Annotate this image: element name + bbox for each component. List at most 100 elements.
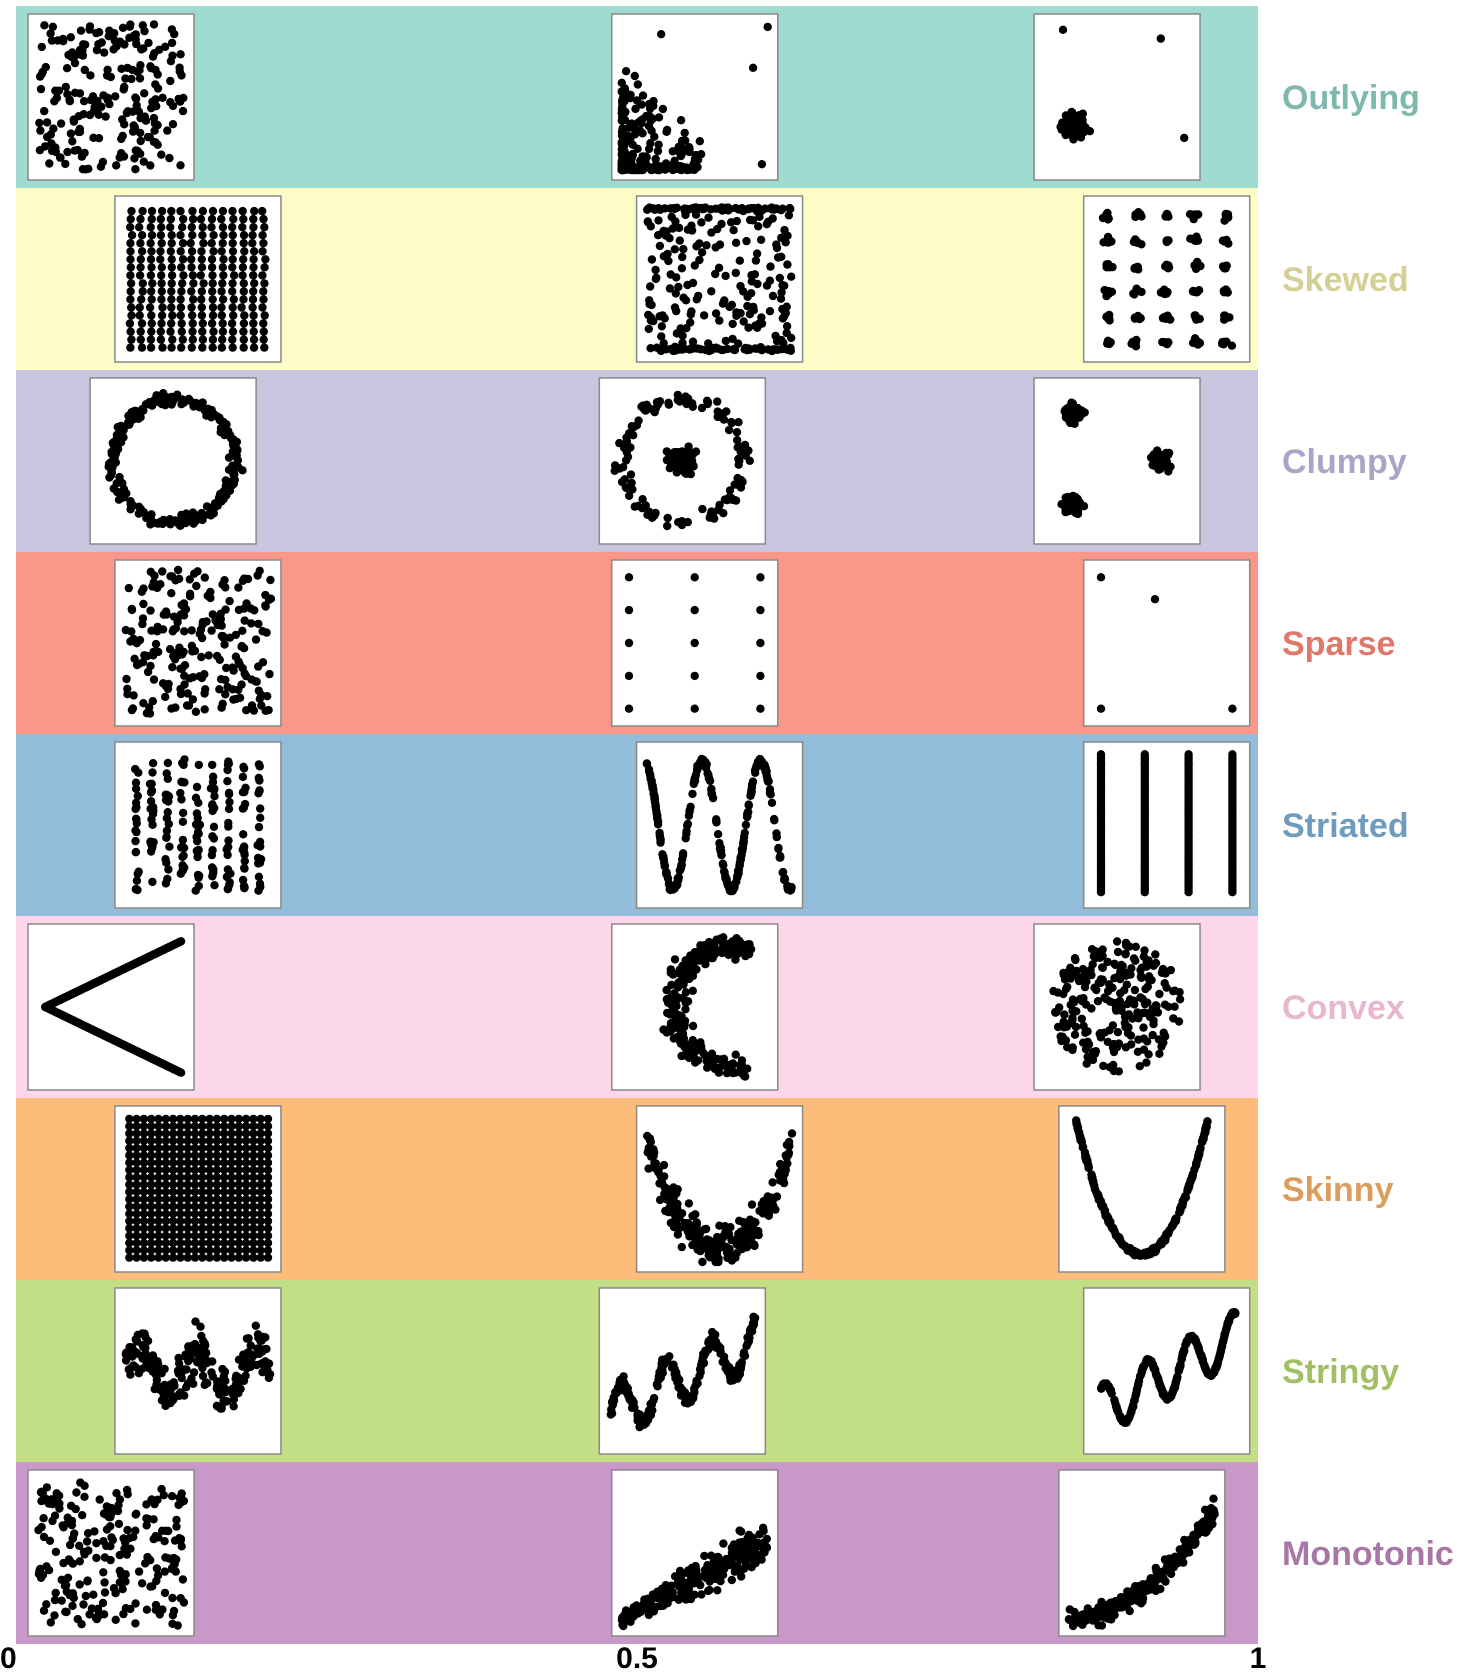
data-point bbox=[265, 669, 274, 679]
data-point bbox=[239, 255, 248, 264]
data-point bbox=[234, 1158, 243, 1167]
data-point bbox=[101, 112, 110, 121]
data-point bbox=[1104, 286, 1113, 296]
data-point bbox=[224, 818, 233, 828]
data-point bbox=[638, 115, 647, 124]
data-point bbox=[1188, 338, 1198, 348]
data-point bbox=[686, 469, 695, 479]
data-point bbox=[238, 804, 248, 813]
data-point bbox=[621, 67, 631, 76]
data-point bbox=[261, 255, 270, 264]
data-point bbox=[200, 670, 209, 679]
data-point bbox=[769, 1201, 778, 1210]
data-point bbox=[685, 143, 694, 152]
data-point bbox=[198, 1122, 207, 1131]
data-point bbox=[208, 335, 218, 344]
data-point bbox=[782, 1140, 792, 1150]
data-point bbox=[227, 1143, 236, 1153]
data-point bbox=[132, 1238, 141, 1248]
data-point bbox=[234, 1180, 243, 1189]
data-point bbox=[1155, 1049, 1164, 1059]
data-point bbox=[1126, 1246, 1135, 1256]
data-point bbox=[712, 817, 721, 826]
data-point bbox=[667, 980, 676, 990]
data-point bbox=[161, 1253, 170, 1262]
data-point bbox=[176, 231, 185, 240]
data-point bbox=[263, 1122, 273, 1131]
data-point bbox=[688, 1240, 697, 1250]
data-point bbox=[668, 147, 677, 156]
data-point bbox=[220, 1216, 229, 1226]
data-point bbox=[147, 214, 156, 224]
thumbnail-outlying-2 bbox=[610, 13, 779, 181]
data-point bbox=[1156, 34, 1166, 43]
data-point bbox=[228, 279, 237, 288]
data-point bbox=[157, 271, 166, 280]
data-point bbox=[746, 789, 756, 798]
data-point bbox=[643, 205, 652, 214]
data-point bbox=[222, 872, 232, 882]
data-point bbox=[237, 642, 246, 651]
data-point bbox=[188, 206, 197, 216]
data-point bbox=[1096, 704, 1106, 713]
thumbnail-outlying-3 bbox=[1033, 13, 1201, 181]
data-point bbox=[217, 343, 227, 352]
data-point bbox=[690, 671, 699, 681]
data-point bbox=[154, 1173, 163, 1182]
data-point bbox=[676, 116, 686, 125]
data-point bbox=[1121, 1043, 1131, 1052]
data-point bbox=[208, 772, 218, 781]
data-point bbox=[36, 126, 45, 135]
data-point bbox=[176, 788, 185, 798]
data-point bbox=[249, 1129, 258, 1138]
data-point bbox=[241, 1238, 251, 1248]
data-point bbox=[239, 830, 248, 839]
data-point bbox=[1151, 958, 1161, 968]
data-point bbox=[1105, 339, 1114, 349]
data-point bbox=[643, 218, 653, 227]
data-point bbox=[183, 1224, 192, 1233]
data-point bbox=[785, 885, 795, 894]
data-point bbox=[187, 287, 196, 296]
data-point bbox=[720, 1222, 730, 1231]
data-point bbox=[218, 223, 228, 232]
data-point bbox=[157, 150, 166, 159]
data-point bbox=[647, 255, 657, 264]
data-point bbox=[139, 1202, 149, 1211]
data-point bbox=[699, 757, 708, 766]
data-point bbox=[690, 573, 699, 582]
data-point bbox=[137, 231, 147, 240]
data-point bbox=[153, 627, 162, 636]
data-point bbox=[140, 26, 149, 36]
data-point bbox=[154, 1246, 163, 1255]
data-point bbox=[125, 1195, 134, 1204]
data-point bbox=[700, 956, 709, 965]
data-point bbox=[178, 817, 188, 826]
data-point bbox=[1070, 1030, 1080, 1039]
data-point bbox=[198, 1173, 207, 1182]
data-point bbox=[227, 1202, 236, 1211]
thumbnail-frame bbox=[1082, 559, 1251, 727]
data-point bbox=[266, 575, 275, 585]
data-point bbox=[193, 852, 202, 862]
data-point bbox=[692, 1222, 701, 1232]
data-point bbox=[227, 1253, 236, 1262]
data-point bbox=[168, 1173, 178, 1182]
data-point bbox=[249, 319, 258, 328]
data-point bbox=[194, 760, 203, 770]
data-point bbox=[149, 113, 159, 123]
data-point bbox=[719, 933, 728, 942]
data-point bbox=[156, 214, 165, 224]
data-point bbox=[131, 764, 140, 774]
data-point bbox=[775, 273, 784, 283]
data-point bbox=[136, 114, 145, 123]
data-point bbox=[249, 1158, 258, 1167]
data-point bbox=[109, 456, 118, 465]
data-point bbox=[711, 269, 720, 279]
data-point bbox=[715, 839, 724, 848]
data-point bbox=[157, 319, 166, 328]
data-point bbox=[624, 491, 634, 500]
data-point bbox=[61, 159, 70, 169]
data-point bbox=[192, 782, 202, 792]
data-point bbox=[217, 247, 226, 256]
